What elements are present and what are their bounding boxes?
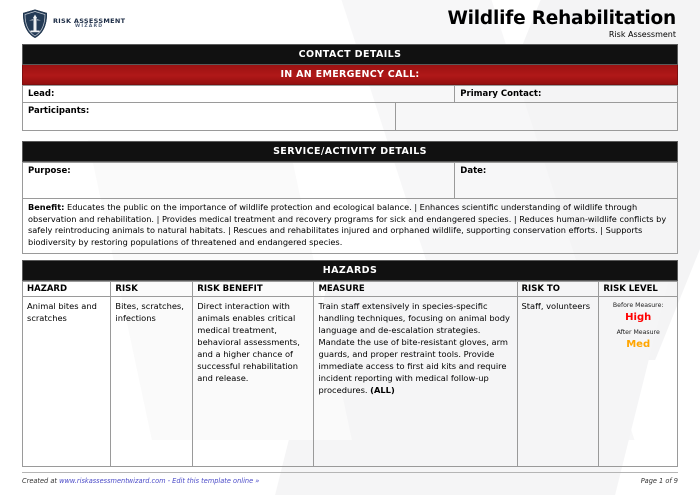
- participants-cell[interactable]: Participants:: [21, 102, 397, 131]
- footer-credit: Created at www.riskassessmentwizard.com …: [22, 477, 259, 485]
- column-header-risk-level: RISK LEVEL: [598, 280, 678, 297]
- footer-page-number: Page 1 of 9: [640, 477, 678, 485]
- measure-tag: (ALL): [370, 384, 395, 395]
- document-header: RISK ASSESSMENT WIZARD Wildlife Rehabili…: [22, 0, 678, 44]
- page-subtitle: Risk Assessment: [608, 30, 676, 40]
- cell-risk-benefit[interactable]: Direct interaction with animals enables …: [192, 295, 315, 467]
- table-row: Animal bites and scratches Bites, scratc…: [21, 295, 678, 467]
- date-cell[interactable]: Date:: [454, 162, 678, 199]
- footer-site-link[interactable]: www.riskassessmentwizard.com: [59, 477, 166, 485]
- benefit-text: Educates the public on the importance of…: [28, 202, 667, 247]
- hazards-table: HAZARD RISK RISK BENEFIT MEASURE RISK TO…: [21, 280, 678, 467]
- column-header-measure: MEASURE: [313, 280, 518, 297]
- brand-tagline: WIZARD: [75, 24, 104, 29]
- emergency-call-banner: IN AN EMERGENCY CALL:: [22, 65, 678, 85]
- table-row: Participants:: [21, 102, 678, 131]
- column-header-hazard: HAZARD: [21, 280, 112, 297]
- column-header-risk-to: RISK TO: [516, 280, 600, 297]
- footer-edit-link[interactable]: - Edit this template online »: [165, 477, 260, 485]
- cell-hazard[interactable]: Animal bites and scratches: [21, 295, 112, 467]
- participants-label: Participants:: [28, 106, 90, 116]
- benefit-label: Benefit:: [28, 202, 65, 212]
- shield-lighthouse-icon: [23, 9, 47, 38]
- brand-name: RISK ASSESSMENT: [53, 17, 126, 26]
- before-measure-value: High: [625, 311, 652, 323]
- table-row: Purpose: Date:: [21, 162, 678, 199]
- footer-created-prefix: Created at: [22, 477, 60, 485]
- service-activity-header: SERVICE/ACTIVITY DETAILS: [22, 141, 678, 162]
- contact-details-table: Lead: Primary Contact: Participants:: [21, 85, 678, 131]
- primary-contact-label: Primary Contact:: [460, 89, 542, 99]
- contact-details-header: CONTACT DETAILS: [22, 44, 678, 65]
- benefit-block: Benefit: Educates the public on the impo…: [22, 199, 678, 254]
- after-measure-label: After Measure: [616, 328, 660, 336]
- purpose-cell[interactable]: Purpose:: [21, 162, 456, 199]
- cell-risk-level[interactable]: Before Measure: High After Measure Med: [598, 295, 678, 467]
- service-activity-table: Purpose: Date:: [21, 162, 678, 199]
- purpose-label: Purpose:: [28, 166, 71, 176]
- after-measure-value: Med: [626, 339, 651, 351]
- cell-measure[interactable]: Train staff extensively in species-speci…: [313, 295, 518, 467]
- participants-extra-cell[interactable]: [395, 102, 678, 131]
- hazards-header: HAZARDS: [22, 259, 678, 281]
- title-block: Wildlife Rehabilitation Risk Assessment: [447, 8, 678, 40]
- document-footer: Created at www.riskassessmentwizard.com …: [22, 472, 678, 485]
- lead-label: Lead:: [28, 89, 55, 99]
- table-row: Lead: Primary Contact:: [21, 85, 678, 103]
- measure-text: Train staff extensively in species-speci…: [318, 300, 510, 395]
- before-measure-label: Before Measure:: [612, 301, 664, 309]
- page-title: Wildlife Rehabilitation: [447, 8, 676, 29]
- primary-contact-cell[interactable]: Primary Contact:: [454, 85, 678, 103]
- date-label: Date:: [460, 166, 487, 176]
- cell-risk[interactable]: Bites, scratches, infections: [110, 295, 194, 467]
- lead-cell[interactable]: Lead:: [21, 85, 456, 103]
- cell-risk-to[interactable]: Staff, volunteers: [516, 295, 600, 467]
- hazards-header-row: HAZARD RISK RISK BENEFIT MEASURE RISK TO…: [21, 280, 678, 297]
- brand-logo: RISK ASSESSMENT WIZARD: [22, 9, 125, 39]
- column-header-risk-benefit: RISK BENEFIT: [192, 280, 315, 297]
- column-header-risk: RISK: [110, 280, 194, 297]
